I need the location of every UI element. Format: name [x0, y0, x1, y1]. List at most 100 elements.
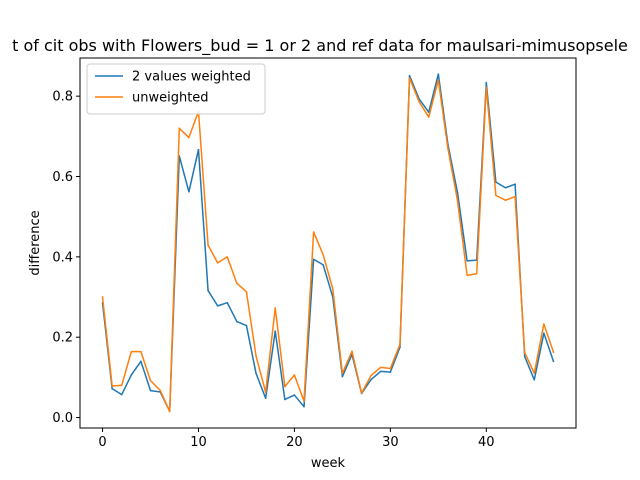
y-axis: 0.0 0.2 0.4 0.6 0.8 — [52, 90, 80, 426]
data-point — [456, 191, 459, 194]
data-point — [495, 194, 497, 197]
y-tick-label: 0.2 — [52, 331, 73, 346]
data-point — [351, 350, 353, 353]
legend: 2 values weighted unweighted — [86, 63, 266, 115]
data-point — [303, 405, 305, 408]
data-point — [514, 183, 516, 185]
data-point — [322, 254, 324, 256]
data-point — [543, 323, 545, 325]
x-tick-label: 0 — [98, 435, 106, 450]
data-point — [533, 372, 536, 375]
legend-box — [86, 63, 266, 115]
data-point — [226, 301, 229, 304]
data-point — [370, 378, 372, 381]
data-point — [130, 374, 133, 376]
data-point — [418, 101, 420, 103]
y-tick-label: 0.6 — [52, 170, 73, 185]
data-point — [149, 389, 152, 392]
data-point — [159, 389, 161, 391]
data-point — [226, 256, 229, 258]
data-point — [322, 264, 324, 266]
data-point — [399, 343, 401, 346]
data-point — [236, 320, 238, 323]
data-point — [370, 374, 372, 377]
x-tick-label: 30 — [382, 435, 399, 450]
y-tick-label: 0.0 — [52, 411, 73, 426]
data-point — [284, 398, 286, 401]
data-point — [101, 296, 104, 298]
data-point — [236, 282, 238, 285]
data-point — [245, 324, 248, 327]
data-point — [149, 379, 152, 382]
data-point — [552, 360, 555, 363]
data-point — [427, 111, 430, 113]
data-point — [504, 199, 507, 201]
data-point — [332, 288, 334, 290]
x-tick-label: 20 — [286, 435, 303, 450]
data-point — [447, 147, 449, 150]
series-layer — [101, 73, 555, 413]
data-point — [197, 148, 200, 151]
y-axis-label: difference — [28, 210, 43, 275]
data-point — [408, 77, 411, 79]
y-tick-label: 0.8 — [52, 90, 73, 105]
data-point — [284, 385, 286, 388]
data-point — [120, 384, 123, 387]
data-point — [188, 191, 190, 193]
y-tick-label: 0.4 — [52, 250, 73, 265]
data-point — [427, 116, 430, 118]
data-point — [207, 289, 209, 292]
data-point — [380, 366, 382, 369]
x-tick-label: 40 — [478, 435, 495, 450]
data-point — [274, 330, 276, 332]
data-point — [120, 393, 123, 396]
data-point — [475, 272, 478, 275]
data-point — [485, 86, 488, 89]
data-point — [140, 360, 142, 363]
data-point — [341, 372, 344, 375]
x-axis-label: week — [311, 456, 346, 471]
x-axis: 0 10 20 30 40 — [98, 428, 495, 450]
data-point — [533, 379, 536, 381]
data-point — [111, 385, 113, 387]
data-point — [514, 195, 516, 198]
data-point — [274, 307, 276, 309]
plot-frame — [79, 57, 577, 429]
data-point — [408, 74, 411, 77]
data-point — [264, 391, 267, 393]
data-point — [312, 231, 315, 233]
legend-label-weighted: 2 values weighted — [132, 70, 251, 85]
data-point — [130, 350, 133, 353]
data-point — [293, 394, 296, 396]
data-point — [389, 371, 392, 373]
data-point — [111, 387, 113, 390]
data-point — [188, 136, 190, 139]
data-point — [466, 274, 468, 277]
data-point — [255, 355, 257, 357]
data-point — [389, 367, 392, 370]
data-point — [264, 397, 267, 400]
data-point — [523, 355, 526, 358]
data-point — [380, 370, 382, 373]
data-point — [495, 181, 497, 183]
data-point — [207, 244, 209, 246]
data-point — [543, 332, 545, 334]
data-point — [178, 127, 181, 130]
data-point — [216, 305, 219, 307]
data-point — [245, 291, 248, 293]
data-point — [140, 350, 142, 353]
data-point — [456, 199, 459, 202]
data-point — [255, 372, 257, 375]
data-point — [437, 79, 440, 81]
data-point — [341, 375, 344, 378]
data-point — [293, 374, 296, 376]
data-point — [312, 258, 315, 261]
data-point — [466, 260, 468, 262]
data-point — [216, 262, 219, 264]
data-point — [360, 392, 363, 394]
data-point — [437, 73, 440, 75]
data-point — [485, 81, 488, 84]
x-tick-label: 10 — [190, 435, 207, 450]
data-point — [168, 410, 171, 413]
